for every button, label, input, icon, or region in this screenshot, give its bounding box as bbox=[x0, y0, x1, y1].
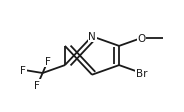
Text: F: F bbox=[34, 80, 40, 90]
Text: F: F bbox=[20, 65, 26, 75]
Text: Br: Br bbox=[136, 68, 147, 78]
Text: N: N bbox=[88, 32, 96, 42]
Text: F: F bbox=[45, 57, 51, 66]
Text: O: O bbox=[137, 34, 146, 44]
